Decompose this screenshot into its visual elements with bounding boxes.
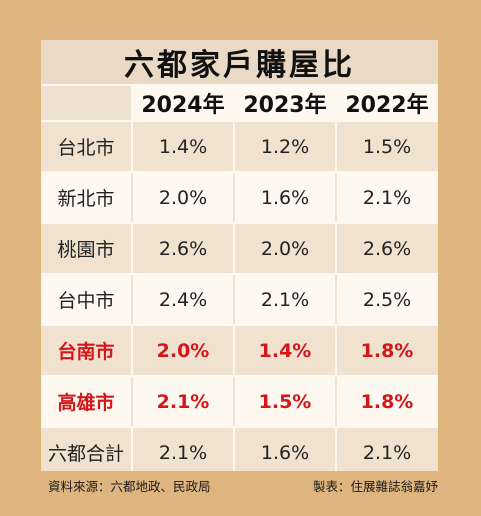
table-row: 桃園市 2.6% 2.0% 2.6% [41,222,438,273]
value-cell: 2.0% [131,326,233,375]
city-label: 台南市 [57,341,115,363]
data-table: 六都家戶購屋比 2024年 2023年 2022年 台北市 1.4% 1.2% … [41,40,438,471]
table-row: 台北市 1.4% 1.2% 1.5% [41,120,438,171]
value-cell: 1.8% [335,326,437,375]
value-cell: 2.1% [335,173,437,222]
table-row: 六都合計 2.1% 1.6% 2.1% [41,426,438,471]
footer: 資料來源：六都地政、民政局 製表：住展雜誌翁嘉妤 [48,476,438,495]
value-cell: 1.8% [335,377,437,426]
value-cell: 2.4% [131,275,233,324]
value-cell: 2.0% [131,173,233,222]
table-credit: 製表：住展雜誌翁嘉妤 [312,479,438,494]
table-row: 台中市 2.4% 2.1% 2.5% [41,273,438,324]
value-cell: 2.5% [335,275,437,324]
table-title: 六都家戶購屋比 [41,40,438,84]
value-cell: 2.1% [335,428,437,471]
value-cell: 2.0% [233,224,335,273]
city-label: 高雄市 [57,392,115,414]
year-header: 2024年 [131,86,233,120]
value-cell: 2.1% [233,275,335,324]
value-cell: 2.6% [131,224,233,273]
value-cell: 2.1% [131,428,233,471]
data-source: 資料來源：六都地政、民政局 [48,479,211,494]
value-cell: 1.5% [233,377,335,426]
city-label: 新北市 [57,188,115,210]
header-row: 2024年 2023年 2022年 [41,84,438,120]
table-row: 台南市 2.0% 1.4% 1.8% [41,324,438,375]
city-label: 桃園市 [57,239,115,261]
table-row: 高雄市 2.1% 1.5% 1.8% [41,375,438,426]
value-cell: 1.4% [131,122,233,171]
value-cell: 2.1% [131,377,233,426]
value-cell: 1.5% [335,122,437,171]
city-label: 六都合計 [47,443,124,465]
value-cell: 1.6% [233,428,335,471]
city-label: 台中市 [57,290,115,312]
city-label: 台北市 [57,137,115,159]
year-header: 2023年 [233,86,335,120]
value-cell: 1.6% [233,173,335,222]
year-header: 2022年 [335,86,437,120]
value-cell: 1.4% [233,326,335,375]
table-row: 新北市 2.0% 1.6% 2.1% [41,171,438,222]
value-cell: 2.6% [335,224,437,273]
value-cell: 1.2% [233,122,335,171]
header-corner [41,86,131,120]
